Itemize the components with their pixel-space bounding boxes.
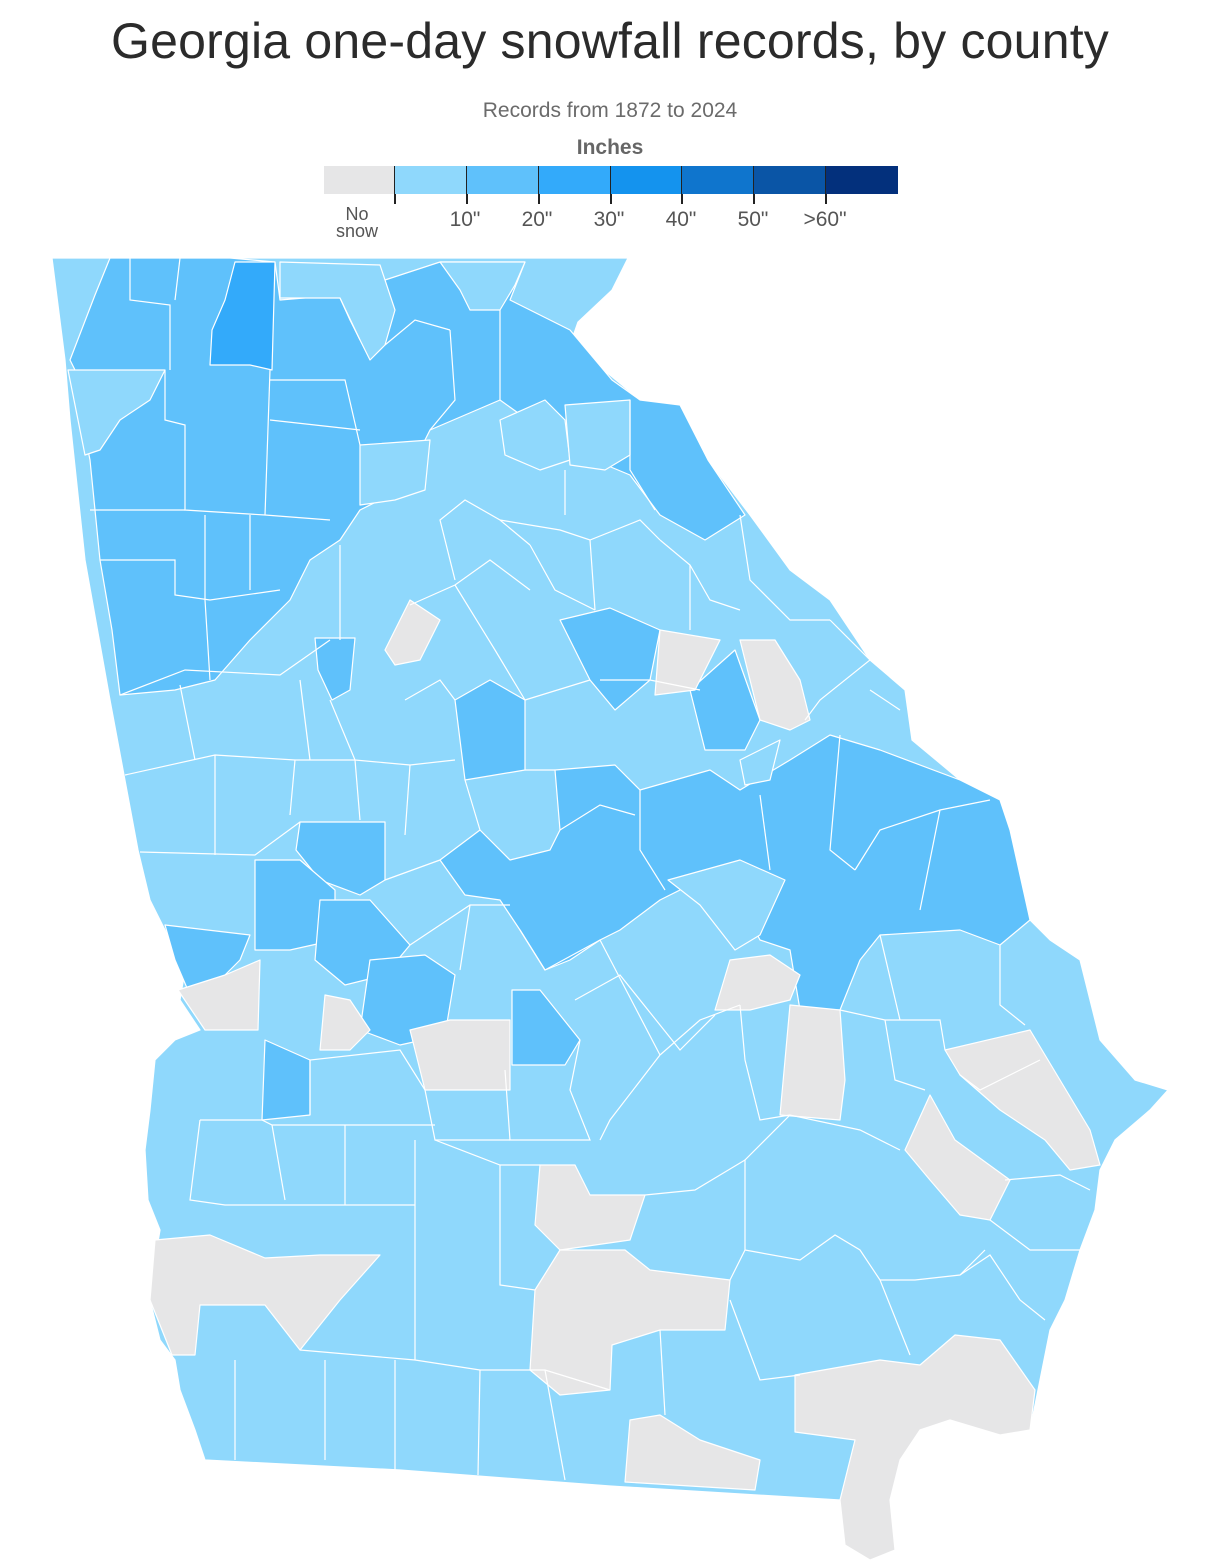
east-central-light-county-1 (739, 739, 781, 786)
no-snow-county-15 (794, 1334, 1036, 1561)
north-light-county-6 (359, 439, 431, 506)
north-light-county-2 (279, 261, 396, 361)
legend-swatch-no-snow (324, 166, 396, 204)
no-snow-county-8 (177, 959, 261, 1031)
no-snow-county-14 (624, 1414, 761, 1491)
no-snow-county-9 (319, 994, 371, 1051)
no-snow-county-4 (714, 954, 801, 1011)
legend-no-snow-line1: No (345, 204, 369, 224)
central-10-20-county-1 (314, 637, 356, 701)
no-snow-county-12 (529, 1249, 731, 1396)
no-snow-county-11 (534, 1164, 646, 1251)
no-snow-county-1 (384, 599, 441, 666)
legend-no-snow-line2: snow (335, 221, 379, 241)
county-20-30 (209, 261, 276, 371)
legend-tick-label-30: 30" (593, 208, 625, 231)
east-central-light-county-2 (667, 859, 786, 951)
county-borders (90, 257, 1091, 1481)
central-10-20-county-4 (689, 649, 761, 751)
no-snow-county-6 (944, 1029, 1101, 1171)
no-snow-county-2 (654, 629, 721, 696)
legend-tick-label-over-60: >60" (803, 208, 847, 231)
no-snow-county-7 (904, 1094, 1011, 1221)
legend-title: Inches (576, 136, 644, 159)
no-snow-county-10 (409, 1019, 511, 1091)
legend-tick-label-20: 20" (521, 208, 553, 231)
legend-swatch-over-60 (826, 166, 899, 194)
legend-no-snow-label: No snow (322, 204, 392, 241)
legend-tick-label-50: 50" (737, 208, 769, 231)
color-legend (324, 166, 899, 204)
central-10-20-county-2 (454, 679, 526, 781)
no-snow-county-3 (739, 639, 811, 731)
legend-tick-label-10: 10" (449, 208, 481, 231)
no-snow-county-5 (779, 1004, 846, 1121)
chart-title: Georgia one-day snowfall records, by cou… (110, 13, 1109, 69)
legend-tick-label-40: 40" (665, 208, 697, 231)
county-regions (51, 257, 1169, 1561)
south-central-10-20-county (511, 989, 581, 1066)
chart-subtitle: Records from 1872 to 2024 (482, 99, 738, 122)
north-light-county-5 (564, 399, 631, 471)
